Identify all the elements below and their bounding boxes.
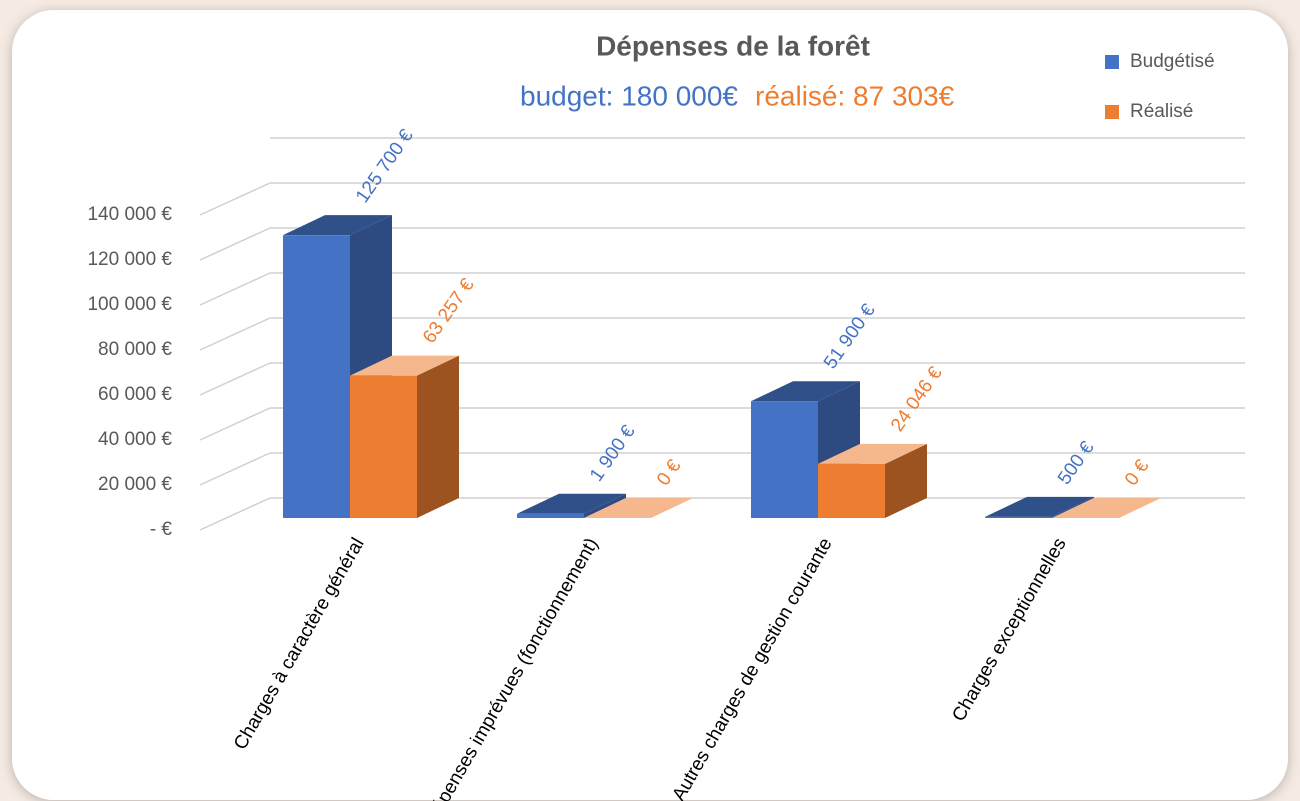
grid-depth-line — [199, 407, 271, 441]
bar-side — [1052, 496, 1094, 518]
legend-label: Budgétisé — [1130, 51, 1215, 72]
grid-depth-line — [199, 452, 271, 486]
y-tick-label: - € — [150, 519, 173, 540]
y-tick-label: 100 000 € — [87, 294, 172, 315]
grid-depth-line — [199, 362, 271, 396]
y-tick-label: 120 000 € — [87, 249, 172, 270]
bar — [751, 401, 818, 518]
bar-top — [818, 443, 927, 464]
bar-side — [885, 443, 927, 518]
bar-top — [1052, 498, 1161, 518]
legend-label: Réalisé — [1130, 101, 1193, 122]
subtitle-realise: réalisé: 87 303€ — [755, 80, 955, 111]
bar-side — [584, 493, 626, 518]
bar — [283, 235, 350, 519]
grid-depth-line — [199, 182, 271, 216]
bar-top — [283, 215, 392, 236]
y-tick-label: 140 000 € — [87, 204, 172, 225]
subtitle-budget: budget: 180 000€ — [520, 80, 738, 111]
legend-swatch — [1105, 55, 1119, 69]
chart-title: Dépenses de la forêt — [596, 30, 870, 61]
y-tick-label: 40 000 € — [98, 429, 172, 450]
bar — [517, 513, 584, 518]
y-tick-label: 20 000 € — [98, 474, 172, 495]
y-tick-label: 80 000 € — [98, 339, 172, 360]
bar-top — [985, 496, 1094, 517]
grid-depth-line — [199, 272, 271, 306]
grid-depth-line — [199, 317, 271, 351]
bar — [818, 463, 885, 518]
legend-swatch — [1105, 105, 1119, 119]
y-tick-label: 60 000 € — [98, 384, 172, 405]
bar-top — [517, 493, 626, 514]
card — [12, 10, 1288, 800]
bar-side — [417, 355, 459, 518]
bar — [985, 516, 1052, 518]
grid-depth-line — [199, 497, 271, 531]
bar-top — [350, 355, 459, 376]
grid-depth-line — [199, 227, 271, 261]
bar — [350, 375, 417, 518]
bar-top — [751, 381, 860, 402]
bar-top — [584, 498, 693, 518]
